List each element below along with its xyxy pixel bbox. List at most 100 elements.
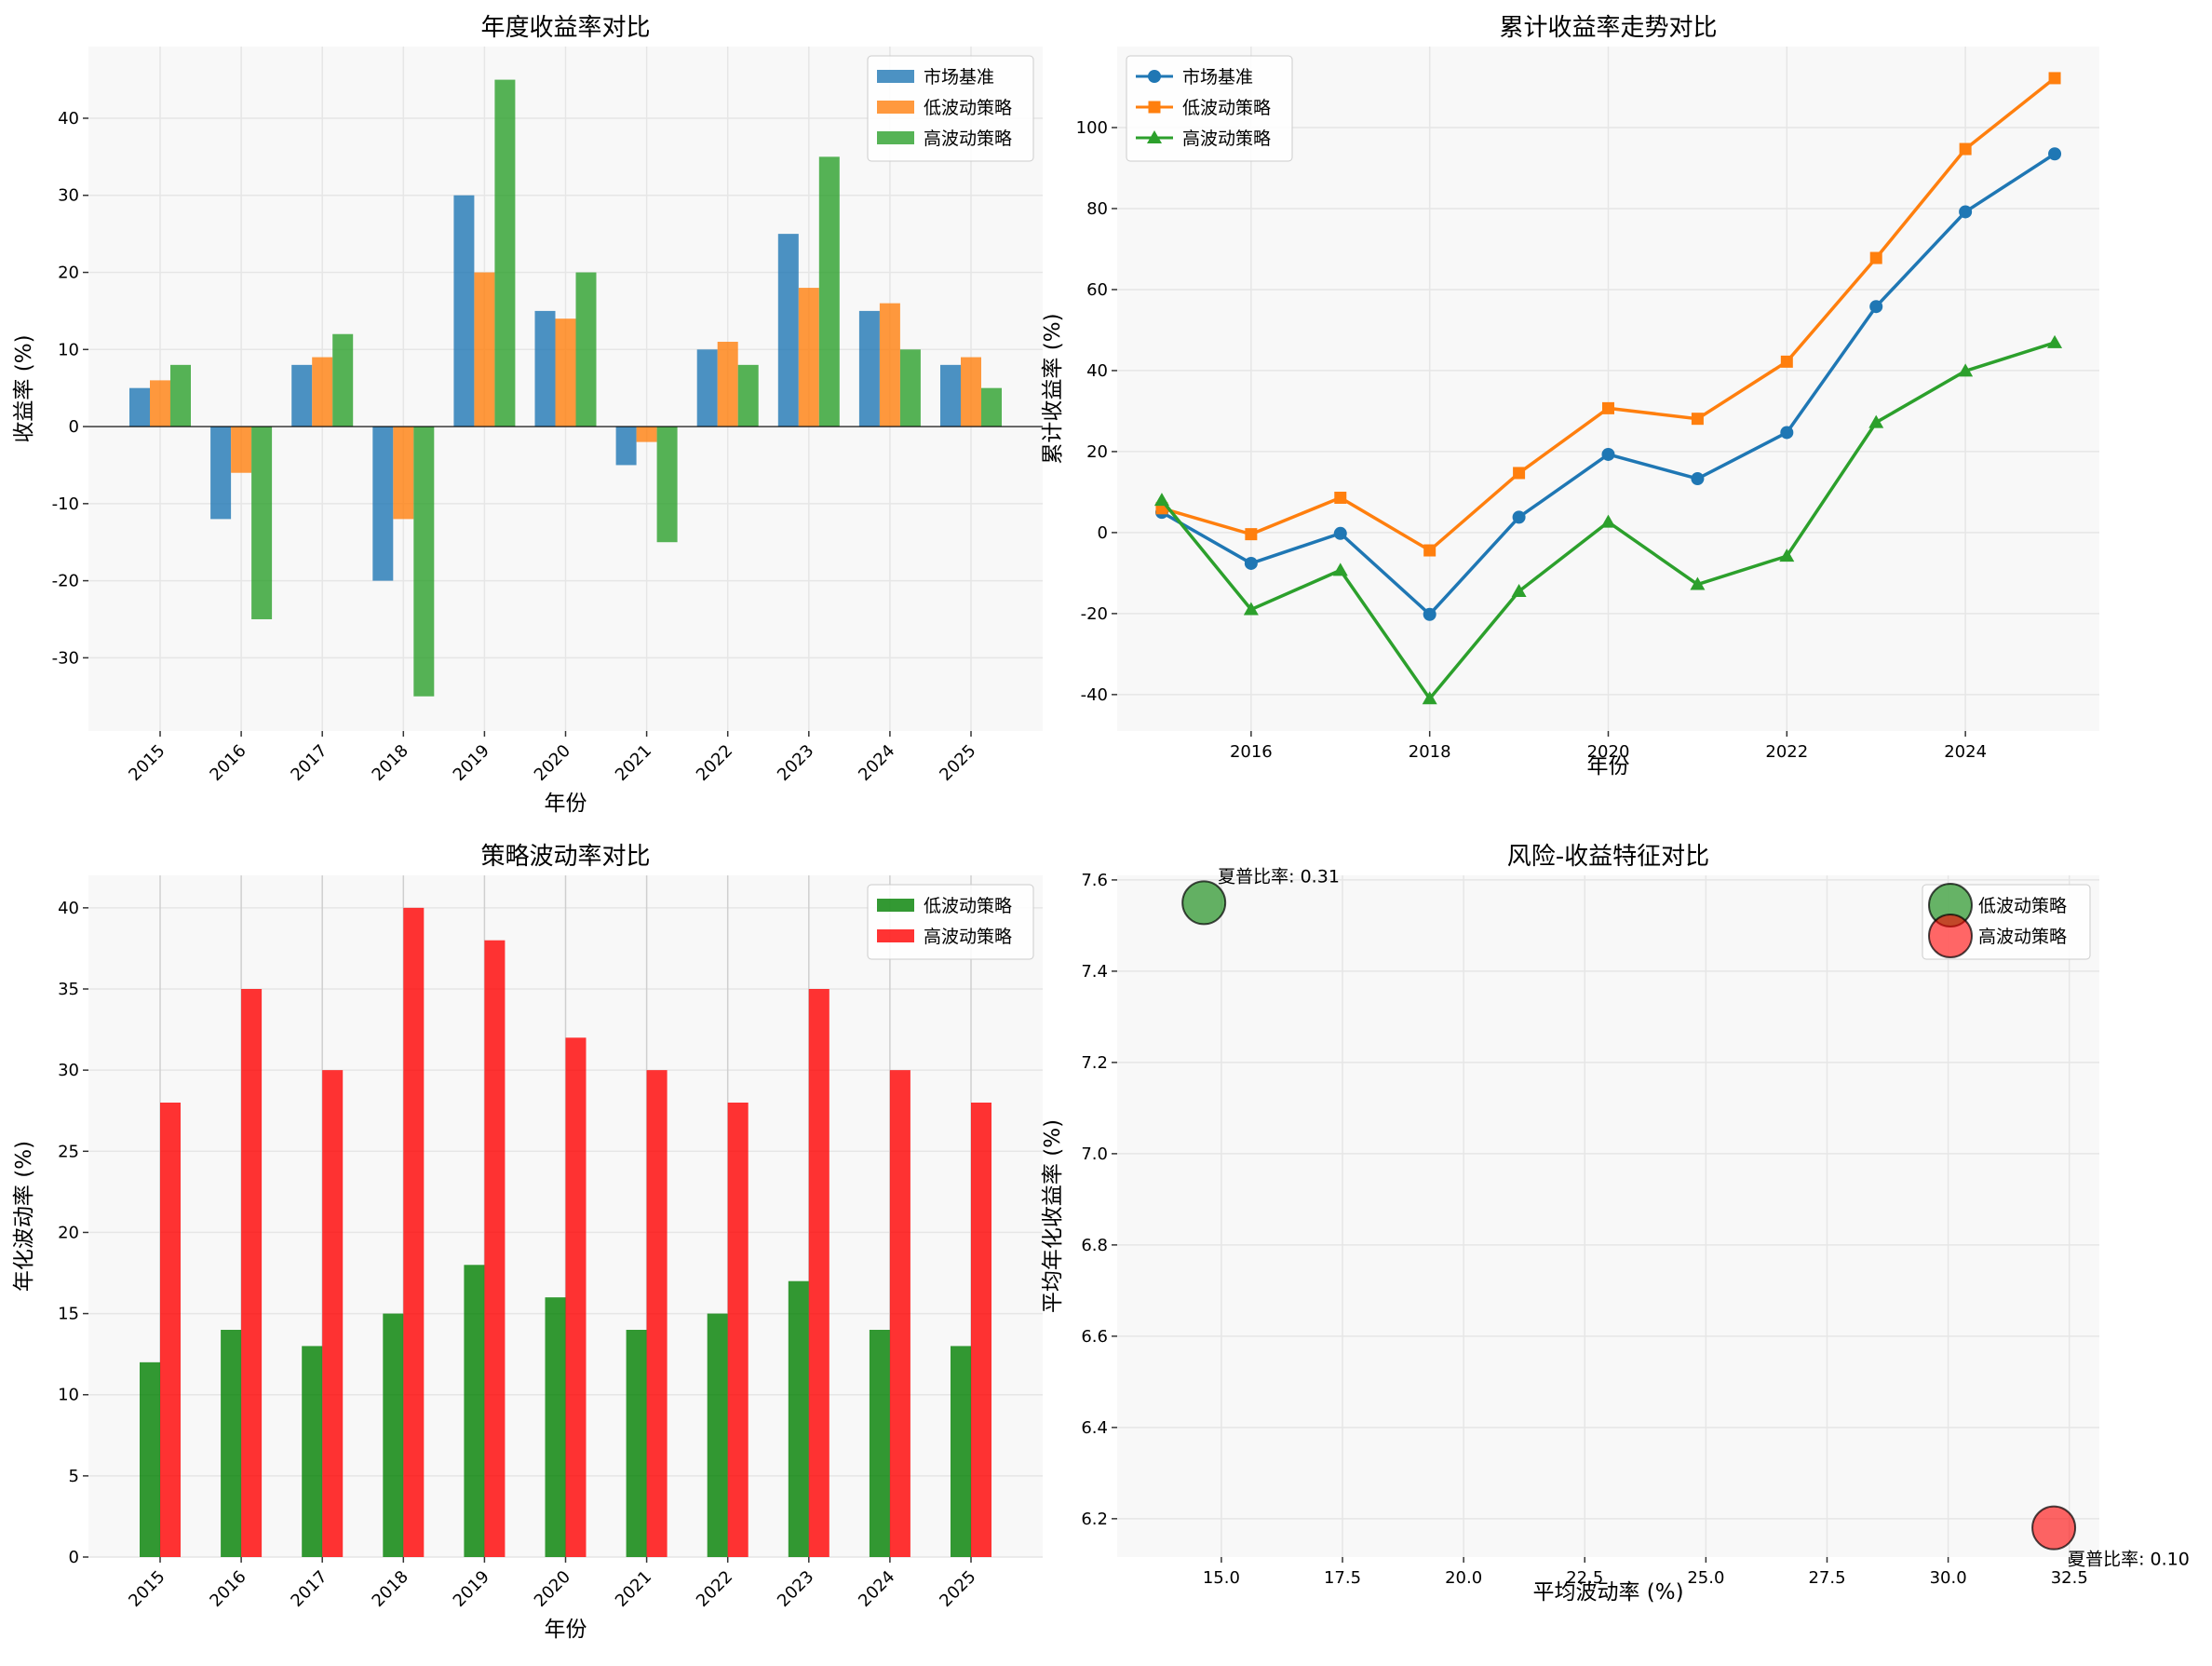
data-point-circle — [1512, 510, 1526, 524]
data-point-square — [1959, 142, 1972, 156]
data-point-triangle — [1958, 363, 1974, 377]
x-tick-label: 2015 — [125, 741, 169, 785]
data-point-circle — [1959, 205, 1973, 219]
data-point-square — [1334, 491, 1347, 504]
chart-title: 累计收益率走势对比 — [1499, 14, 1717, 42]
y-tick-label: 6.4 — [1081, 1418, 1108, 1438]
x-tick-label: 2017 — [287, 741, 330, 785]
bar-市场基准-2021 — [615, 427, 637, 466]
y-axis-label: 收益率 (%) — [12, 334, 36, 442]
legend-item: 市场基准 — [1136, 67, 1253, 88]
bar-高波动策略-2015 — [170, 364, 191, 427]
chart-title: 策略波动率对比 — [480, 843, 650, 871]
data-point-square — [1245, 528, 1258, 541]
x-tick-label: 2022 — [1765, 742, 1808, 762]
data-point-square — [1869, 251, 1882, 264]
bar-市场基准-2017 — [291, 364, 313, 427]
data-point-triangle — [1153, 493, 1169, 507]
bar-高波动策略-2025 — [981, 387, 1002, 427]
bar-低波动策略-2018 — [383, 1313, 404, 1557]
data-point-triangle — [1422, 691, 1437, 705]
legend-swatch — [877, 929, 914, 942]
x-tick-label: 2020 — [531, 741, 574, 785]
series-高波动策略 — [1153, 334, 2063, 705]
x-tick-label: 2019 — [450, 741, 493, 785]
legend-swatch — [877, 899, 914, 912]
legend-swatch — [877, 131, 914, 144]
bar-低波动策略-2023 — [798, 288, 819, 427]
chart-title: 年度收益率对比 — [480, 14, 650, 42]
legend-item: 高波动策略 — [1928, 914, 2067, 958]
data-point-circle — [1601, 447, 1615, 461]
bar-高波动策略-2019 — [494, 79, 516, 427]
y-tick-label: -30 — [52, 648, 79, 668]
y-tick-label: 20 — [58, 1223, 79, 1242]
x-tick-label: 2021 — [612, 741, 655, 785]
data-point-triangle — [1779, 549, 1795, 562]
y-tick-label: 35 — [58, 980, 79, 999]
legend-box — [1126, 55, 1293, 162]
y-tick-label: 10 — [58, 1386, 79, 1405]
data-point-triangle — [1600, 514, 1616, 528]
x-tick-label: 2020 — [531, 1567, 574, 1611]
y-tick-label: 40 — [58, 109, 79, 129]
data-point-square — [1780, 355, 1793, 368]
x-axis-label: 年份 — [545, 792, 587, 816]
x-axis-label: 平均波动率 (%) — [1532, 1580, 1683, 1605]
bar-高波动策略-2021 — [656, 427, 678, 543]
data-point-circle — [1244, 556, 1258, 570]
bar-低波动策略-2021 — [636, 427, 657, 442]
x-tick-label: 27.5 — [1808, 1568, 1845, 1588]
bar-低波动策略-2022 — [717, 342, 738, 427]
legend-label: 高波动策略 — [1978, 927, 2067, 947]
data-point-circle — [1691, 472, 1705, 486]
bar-低波动策略-2025 — [951, 1346, 971, 1557]
y-tick-label: 80 — [1086, 199, 1108, 219]
chart-title: 风险-收益特征对比 — [1507, 843, 1709, 871]
data-point-triangle — [1690, 576, 1706, 590]
bar-市场基准-2023 — [777, 234, 799, 427]
x-tick-label: 2016 — [1230, 742, 1273, 762]
sharpe-annotation: 夏普比率: 0.10 — [2068, 1550, 2190, 1570]
data-point-circle — [1869, 300, 1883, 314]
legend-label: 高波动策略 — [924, 927, 1012, 947]
sharpe-annotation: 夏普比率: 0.31 — [1218, 866, 1340, 887]
bar-高波动策略-2023 — [818, 156, 840, 427]
y-tick-label: -20 — [1081, 604, 1108, 624]
y-tick-label: 15 — [58, 1305, 79, 1324]
y-tick-label: -20 — [52, 572, 79, 591]
data-point-circle — [1148, 70, 1161, 83]
x-axis-label: 年份 — [1587, 754, 1630, 779]
bar-市场基准-2020 — [534, 310, 556, 427]
bar-高波动策略-2017 — [332, 333, 354, 427]
data-point-square — [2048, 72, 2061, 85]
bar-市场基准-2016 — [210, 427, 232, 520]
data-point-triangle — [1332, 562, 1348, 576]
legend-label: 低波动策略 — [1978, 896, 2067, 916]
bar-低波动策略-2024 — [869, 1330, 890, 1557]
x-axis-label: 年份 — [545, 1618, 587, 1642]
x-tick-label: 2018 — [1409, 742, 1451, 762]
scatter-point-高波动策略 — [2031, 1505, 2077, 1551]
y-tick-label: 5 — [69, 1467, 79, 1486]
legend-item: 高波动策略 — [877, 927, 1012, 947]
x-tick-label: 2025 — [936, 1567, 979, 1611]
bar-市场基准-2024 — [858, 310, 880, 427]
y-tick-label: 30 — [58, 1061, 79, 1080]
bar-低波动策略-2019 — [474, 272, 495, 427]
bar-低波动策略-2016 — [231, 427, 252, 473]
bar-高波动策略-2021 — [646, 1070, 668, 1557]
x-tick-label: 17.5 — [1324, 1568, 1361, 1588]
y-tick-label: 100 — [1076, 118, 1108, 138]
bar-低波动策略-2015 — [140, 1361, 160, 1557]
data-point-triangle — [1868, 414, 1884, 428]
series-低波动策略 — [1155, 72, 2061, 557]
x-tick-label: 2022 — [693, 741, 736, 785]
y-tick-label: 7.6 — [1081, 871, 1108, 890]
legend-label: 高波动策略 — [1182, 129, 1271, 149]
